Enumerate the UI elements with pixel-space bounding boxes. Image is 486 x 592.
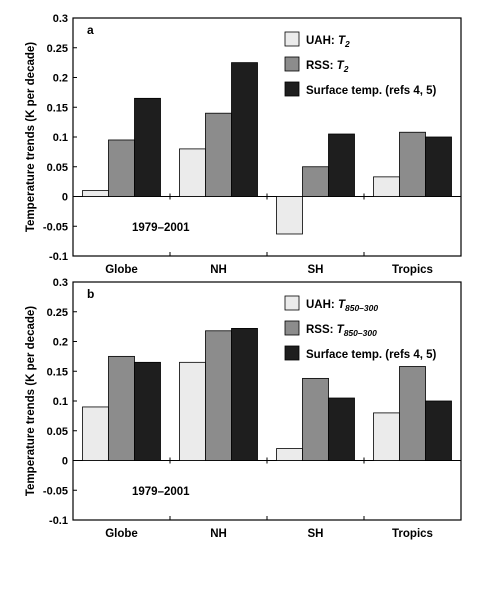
legend-label: UAH: T2 — [306, 35, 350, 49]
legend-label: RSS: T2 — [306, 60, 349, 74]
legend-swatch — [284, 56, 300, 72]
y-tick-label: 0.3 — [53, 277, 68, 289]
x-tick-label: NH — [210, 264, 227, 276]
x-tick-label: Tropics — [392, 264, 433, 276]
y-tick-label: 0.05 — [47, 162, 68, 174]
y-axis-label: Temperature trends (K per decade) — [25, 42, 37, 232]
x-tick-label: SH — [308, 264, 324, 276]
bar — [108, 355, 135, 461]
legend-label: Surface temp. (refs 4, 5) — [306, 85, 437, 97]
x-tick-label: SH — [308, 528, 324, 540]
y-axis-label: Temperature trends (K per decade) — [25, 306, 37, 496]
bar — [276, 448, 303, 461]
y-tick-label: 0.2 — [53, 337, 68, 349]
bar — [399, 366, 426, 461]
x-tick-label: Tropics — [392, 528, 433, 540]
annotation: 1979–2001 — [132, 486, 190, 498]
bar — [108, 139, 135, 197]
panel-letter: a — [87, 23, 94, 37]
y-tick-label: 0.1 — [53, 396, 68, 408]
bar — [328, 397, 355, 461]
bar — [205, 330, 232, 461]
bar — [276, 196, 303, 235]
legend-swatch — [284, 295, 300, 311]
bar — [231, 62, 258, 197]
bar — [179, 148, 206, 197]
bar — [425, 400, 452, 461]
y-tick-label: 0.2 — [53, 73, 68, 85]
chart-panel-b: 0.3 0.25 0.2 0.15 0.1 0.05 0 -0.05 -0.1 Globe NH SH… — [43, 277, 462, 540]
panel-letter: b — [87, 287, 94, 301]
bar — [82, 190, 109, 197]
legend-swatch — [284, 31, 300, 47]
y-tick-label: 0 — [62, 192, 68, 204]
legend-swatch — [284, 345, 300, 361]
y-tick-label: 0.05 — [47, 426, 68, 438]
legend-label: UAH: T850–300 — [306, 299, 378, 313]
bar — [373, 176, 400, 197]
annotation: 1979–2001 — [132, 222, 190, 234]
bar — [302, 377, 329, 461]
bar — [179, 361, 206, 461]
x-tick-label: NH — [210, 528, 227, 540]
legend-label: RSS: T850–300 — [306, 324, 377, 338]
bar — [231, 328, 258, 461]
legend-swatch — [284, 81, 300, 97]
y-tick-label: -0.05 — [43, 221, 68, 233]
y-tick-label: 0.3 — [53, 13, 68, 25]
bar — [328, 133, 355, 197]
y-tick-label: -0.05 — [43, 485, 68, 497]
bar — [399, 131, 426, 197]
bar — [134, 97, 161, 197]
y-tick-label: 0.15 — [47, 366, 68, 378]
legend-label: Surface temp. (refs 4, 5) — [306, 349, 437, 361]
y-tick-label: 0.25 — [47, 43, 68, 55]
y-tick-label: 0.25 — [47, 307, 68, 319]
bar — [425, 136, 452, 197]
bar — [134, 361, 161, 461]
chart-panel-a: 0.3 0.25 0.2 0.15 0.1 0.05 0 -0.05 -0.1 Globe NH SH… — [43, 13, 462, 276]
y-tick-label: 0.15 — [47, 102, 68, 114]
bar — [82, 406, 109, 461]
y-tick-label: -0.1 — [49, 251, 68, 263]
x-tick-label: Globe — [105, 264, 138, 276]
legend-swatch — [284, 320, 300, 336]
bar — [205, 112, 232, 197]
y-tick-label: -0.1 — [49, 515, 68, 527]
x-tick-label: Globe — [105, 528, 138, 540]
bar — [302, 166, 329, 197]
bar — [373, 412, 400, 461]
y-tick-label: 0.1 — [53, 132, 68, 144]
y-tick-label: 0 — [62, 456, 68, 468]
